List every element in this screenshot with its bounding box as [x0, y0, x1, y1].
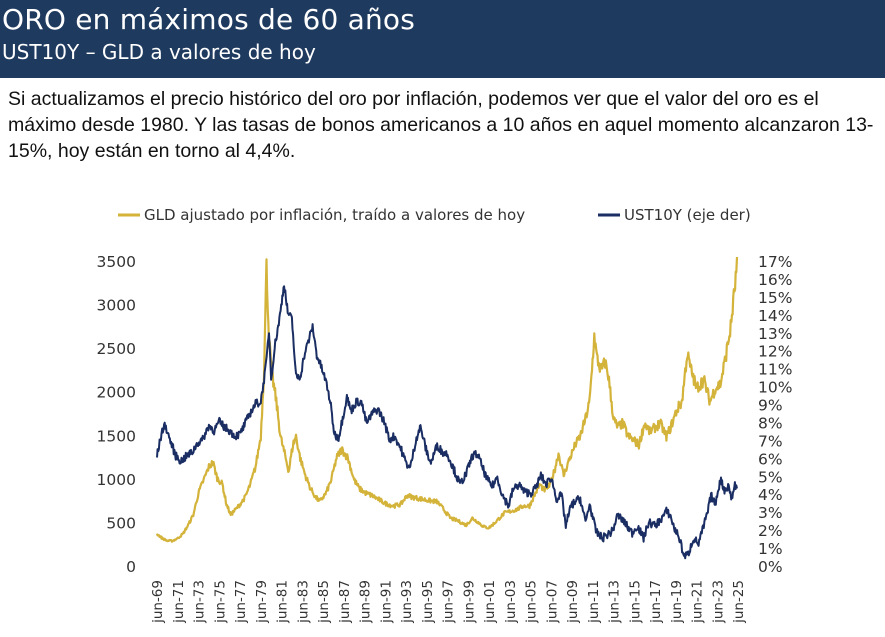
x-tick-label: jun-91 — [378, 580, 394, 624]
x-tick-label: jun-83 — [295, 580, 311, 624]
series-line-ust10y — [156, 285, 738, 560]
x-tick-label: jun-87 — [337, 580, 353, 624]
x-tick-label: jun-07 — [544, 580, 560, 624]
y-right-tick-label: 16% — [758, 271, 792, 289]
x-tick-label: jun-93 — [399, 580, 415, 624]
y-right-tick-label: 0% — [758, 558, 783, 576]
y-right-tick-label: 1% — [758, 540, 783, 558]
y-right-tick-label: 4% — [758, 486, 783, 504]
y-right-tick-label: 10% — [758, 379, 792, 397]
y-right-tick-label: 12% — [758, 343, 792, 361]
legend-label-ust10y: UST10Y (eje der) — [624, 206, 751, 224]
y-right-tick-label: 15% — [758, 289, 792, 307]
x-tick-label: jun-95 — [420, 580, 436, 624]
x-tick-label: jun-71 — [171, 580, 187, 624]
y-right-tick-label: 8% — [758, 414, 783, 432]
y-left-tick-label: 500 — [106, 514, 136, 532]
chart-legend: GLD ajustado por inflación, traído a val… — [118, 206, 751, 224]
x-tick-label: jun-25 — [731, 580, 747, 624]
x-tick-label: jun-23 — [710, 580, 726, 624]
legend-label-gld: GLD ajustado por inflación, traído a val… — [144, 206, 525, 224]
y-right-tick-label: 2% — [758, 522, 783, 540]
y-axis-right: 0%1%2%3%4%5%6%7%8%9%10%11%12%13%14%15%16… — [758, 253, 792, 576]
y-left-tick-label: 3000 — [97, 297, 136, 315]
x-tick-label: jun-13 — [607, 580, 623, 624]
x-tick-label: jun-81 — [275, 580, 291, 624]
y-right-tick-label: 6% — [758, 450, 783, 468]
y-left-tick-label: 3500 — [97, 253, 136, 271]
y-right-tick-label: 17% — [758, 253, 792, 271]
body-paragraph: Si actualizamos el precio histórico del … — [8, 88, 874, 162]
x-tick-label: jun-15 — [627, 580, 643, 624]
y-axis-left: 0 500 1000 1500 2000 2500 3000 3500 — [97, 253, 136, 576]
slide-header: ORO en máximos de 60 años UST10Y – GLD a… — [0, 0, 885, 78]
y-left-tick-label: 1500 — [97, 427, 136, 445]
y-right-tick-label: 5% — [758, 468, 783, 486]
y-right-tick-label: 11% — [758, 361, 792, 379]
y-left-tick-label: 2000 — [97, 384, 136, 402]
x-tick-label: jun-69 — [150, 580, 166, 624]
x-tick-label: jun-97 — [441, 580, 457, 624]
x-tick-label: jun-85 — [316, 580, 332, 624]
x-tick-label: jun-21 — [690, 580, 706, 624]
x-tick-label: jun-89 — [358, 580, 374, 624]
x-tick-label: jun-05 — [524, 580, 540, 624]
x-tick-label: jun-77 — [233, 580, 249, 624]
x-axis: jun-69 jun-71 jun-73 jun-75 jun-77 jun-79 jun-… — [150, 580, 747, 624]
x-tick-label: jun-19 — [669, 580, 685, 624]
x-tick-label: jun-99 — [461, 580, 477, 624]
x-tick-label: jun-79 — [254, 580, 270, 624]
y-right-tick-label: 7% — [758, 432, 783, 450]
x-tick-label: jun-09 — [565, 580, 581, 624]
slide-title: ORO en máximos de 60 años — [2, 3, 416, 36]
y-right-tick-label: 13% — [758, 325, 792, 343]
series-line-gld — [155, 256, 739, 543]
y-right-tick-label: 3% — [758, 504, 783, 522]
x-tick-label: jun-01 — [482, 580, 498, 624]
x-tick-label: jun-11 — [586, 580, 602, 624]
y-left-tick-label: 1000 — [97, 471, 136, 489]
x-tick-label: jun-17 — [648, 580, 664, 624]
x-tick-label: jun-75 — [212, 580, 228, 624]
y-left-tick-label: 0 — [126, 558, 136, 576]
y-left-tick-label: 2500 — [97, 340, 136, 358]
chart-series — [155, 256, 739, 560]
slide-subtitle: UST10Y – GLD a valores de hoy — [2, 40, 316, 64]
y-right-tick-label: 9% — [758, 397, 783, 415]
y-right-tick-label: 14% — [758, 307, 792, 325]
x-tick-label: jun-03 — [503, 580, 519, 624]
x-tick-label: jun-73 — [192, 580, 208, 624]
